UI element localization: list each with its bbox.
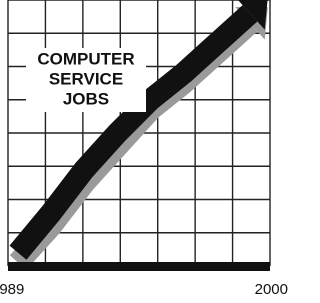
chart-title: JOBS — [63, 89, 109, 108]
chart-title: SERVICE — [49, 69, 123, 88]
chart-title: COMPUTER — [37, 49, 134, 68]
x-tick-label: 1989 — [0, 281, 24, 298]
baseline — [8, 262, 270, 271]
marks — [18, 0, 268, 263]
chart: COMPUTER SERVICE JOBS 1989 2000 — [0, 0, 288, 303]
x-tick-label: 2000 — [255, 281, 288, 298]
